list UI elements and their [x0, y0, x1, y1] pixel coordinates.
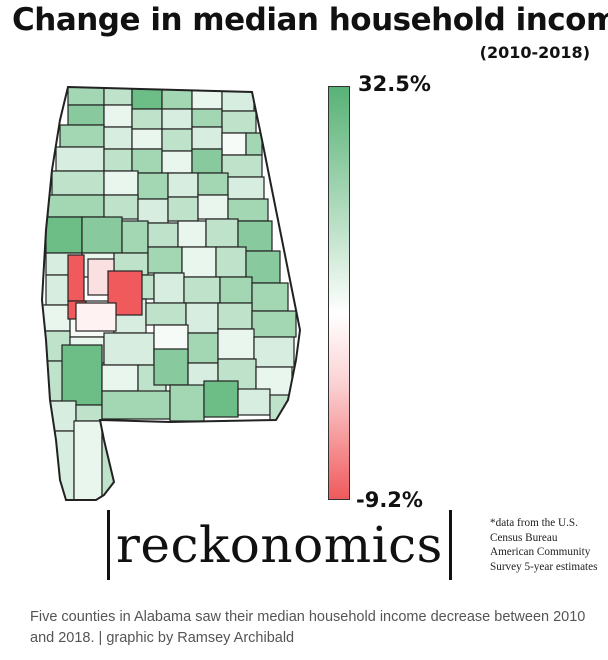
county [221, 132, 247, 156]
county [145, 302, 187, 326]
county [121, 220, 149, 254]
county [137, 172, 169, 200]
source-line: Census Bureau [490, 531, 558, 544]
county [185, 302, 219, 334]
county [153, 272, 185, 304]
county [177, 220, 207, 248]
county-layer [42, 87, 297, 500]
county [101, 390, 171, 420]
county [187, 332, 219, 364]
county [51, 170, 105, 196]
county [217, 302, 253, 330]
county [203, 380, 239, 418]
county [217, 328, 255, 360]
county [251, 310, 297, 338]
color-scale-bar [328, 86, 350, 500]
county [131, 148, 163, 174]
county [161, 128, 193, 152]
county [137, 198, 169, 224]
county [103, 104, 133, 128]
county [167, 196, 199, 222]
brand-logo: reckonomics [107, 510, 452, 580]
county [167, 172, 199, 198]
county [147, 246, 183, 274]
county [47, 194, 105, 218]
county [197, 194, 229, 220]
state-outline [40, 85, 302, 501]
date-range-subtitle: (2010-2018) [479, 43, 590, 62]
county [103, 332, 155, 366]
county [191, 148, 223, 174]
county [169, 384, 205, 422]
county [161, 108, 193, 130]
legend-max-label: 32.5% [358, 72, 431, 96]
county [251, 282, 289, 312]
county [191, 126, 223, 150]
county [47, 430, 75, 500]
county [147, 222, 179, 248]
county [75, 404, 103, 422]
county [42, 304, 71, 332]
county-decrease [107, 270, 143, 316]
county [103, 126, 133, 150]
county [73, 420, 103, 500]
county [45, 274, 71, 306]
county [219, 276, 253, 304]
county-decrease [67, 254, 85, 302]
county [237, 388, 271, 416]
county [253, 336, 295, 368]
county [101, 364, 139, 392]
county [181, 246, 217, 278]
county [221, 110, 257, 134]
source-line: Survey 5-year estimates [490, 560, 598, 573]
source-line: *data from the U.S. [490, 517, 578, 529]
county [103, 170, 139, 196]
county-decrease [75, 302, 117, 332]
county [183, 276, 221, 304]
county [227, 198, 269, 222]
county [81, 216, 123, 254]
county [131, 108, 163, 130]
county [191, 108, 223, 128]
county [59, 124, 105, 148]
county [205, 218, 239, 248]
county [161, 150, 193, 174]
county [61, 344, 103, 406]
county [197, 172, 229, 196]
county [131, 128, 163, 150]
county [45, 216, 83, 254]
county [215, 246, 247, 278]
page-title: Change in median household income [12, 2, 608, 38]
county [153, 348, 189, 386]
county [227, 176, 265, 200]
figure-caption: Five counties in Alabama saw their media… [30, 609, 586, 646]
county [245, 132, 263, 156]
county [67, 87, 105, 106]
source-line: American Community [490, 546, 591, 558]
county [103, 194, 139, 220]
brand-name: reckonomics [116, 516, 443, 574]
county [55, 146, 105, 172]
county [103, 87, 133, 106]
source-note: *data from the U.S. Census Bureau Americ… [490, 516, 606, 574]
legend-min-label: -9.2% [356, 488, 423, 512]
county [67, 104, 105, 126]
county [103, 148, 133, 172]
